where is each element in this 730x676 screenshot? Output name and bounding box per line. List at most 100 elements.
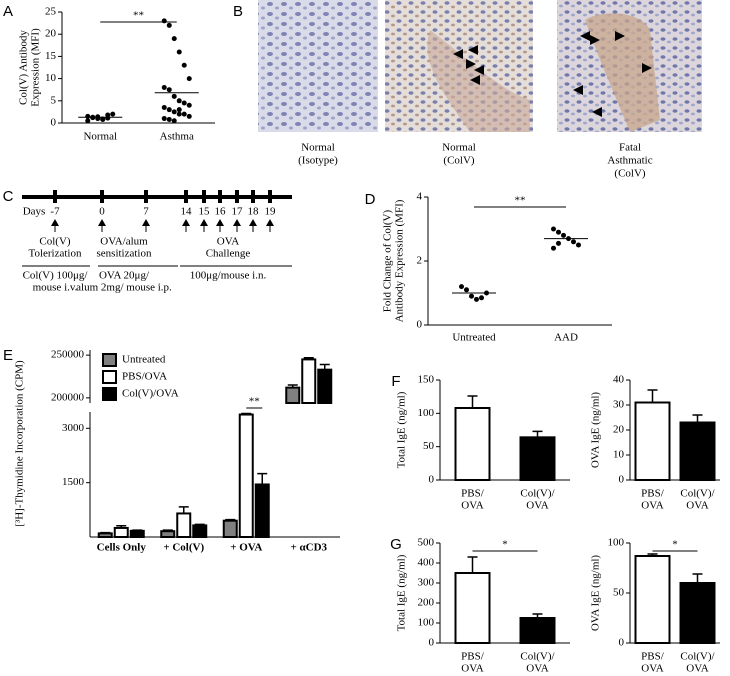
day-tick	[218, 190, 222, 203]
arrow-head	[233, 219, 241, 226]
image-caption: Normal	[442, 142, 476, 154]
error-bar	[467, 395, 478, 408]
day-tick	[144, 190, 148, 203]
arrow-head	[51, 219, 59, 226]
phase-name: OVA	[217, 236, 239, 248]
y-axis-label: Total IgE (ng/ml)	[396, 554, 408, 631]
data-point	[556, 240, 561, 246]
error-bar	[257, 472, 268, 485]
bar	[454, 572, 491, 644]
data-point	[479, 295, 484, 301]
y-tick-label: 400	[418, 557, 435, 569]
x-tick-label: OVA	[641, 500, 663, 512]
x-tick-label: Col(V)/	[680, 651, 715, 663]
data-point	[100, 116, 106, 122]
x-tick-label: + Col(V)	[163, 542, 204, 554]
image-caption: Fatal	[619, 142, 641, 154]
days-label: Days	[23, 206, 46, 218]
day-label: 15	[199, 206, 211, 218]
y-tick-label: 15	[45, 50, 57, 62]
data-point	[181, 111, 187, 117]
image-caption: Normal	[301, 142, 335, 154]
data-point	[166, 22, 172, 28]
y-tick-label: 0	[619, 637, 625, 649]
significance-label: **	[133, 10, 144, 22]
error-bar	[532, 430, 543, 438]
phase-name: sensitization	[97, 248, 152, 260]
panel-b-images	[258, 0, 702, 132]
x-tick-label: OVA	[461, 663, 483, 675]
arrow-head	[182, 219, 190, 226]
legend-label: Col(V)/OVA	[122, 388, 179, 400]
y-axis-label: [³H]-Thymidine Incorporation (CPM)	[14, 360, 26, 527]
x-tick-label: Cells Only	[97, 542, 147, 554]
image-caption: (Isotype)	[298, 155, 338, 167]
day-label: 19	[265, 206, 277, 218]
arrow-head	[216, 219, 224, 226]
x-tick-label: OVA	[526, 663, 548, 675]
day-label: -7	[50, 206, 60, 218]
x-tick-label: OVA	[686, 663, 708, 675]
data-point	[85, 118, 91, 124]
data-point	[556, 229, 561, 235]
data-point	[186, 102, 192, 108]
y-tick-label: 30	[613, 399, 625, 411]
phase-name: Col(V)	[39, 236, 71, 248]
significance-label: **	[249, 396, 260, 408]
y-tick-label: 20	[613, 424, 625, 436]
micrograph	[258, 0, 378, 132]
panel-label: B	[233, 3, 243, 20]
legend-label: PBS/OVA	[122, 371, 167, 383]
panel-label: C	[3, 188, 14, 205]
data-point	[166, 87, 172, 93]
day-label: 18	[248, 206, 260, 218]
bar	[113, 526, 129, 538]
phase-dose: Col(V) 100μg/	[23, 270, 89, 282]
data-point	[571, 239, 576, 245]
phase-dose: 100μg/mouse i.n.	[190, 270, 267, 282]
data-point	[171, 118, 177, 124]
bar	[519, 617, 556, 644]
error-bar	[647, 389, 658, 403]
data-point	[576, 242, 581, 248]
data-point	[551, 226, 556, 232]
data-point	[474, 296, 479, 302]
day-tick	[184, 190, 188, 203]
bar	[97, 532, 113, 539]
significance-label: *	[502, 539, 508, 551]
y-axis-label: OVA IgE (ng/ml)	[590, 392, 602, 469]
data-point	[161, 18, 167, 24]
y-tick-label: 300	[418, 577, 435, 589]
timeline	[22, 195, 292, 199]
x-tick-label: + OVA	[230, 542, 262, 554]
day-label: 0	[99, 206, 105, 218]
x-tick-label: PBS/	[641, 651, 665, 663]
bar	[238, 413, 254, 538]
y-tick-label: 0	[429, 637, 435, 649]
y-tick-label: 100	[418, 407, 435, 419]
y-tick-label: 10	[613, 449, 625, 461]
error-bar	[178, 506, 189, 514]
y-tick-label: 40	[613, 374, 625, 386]
data-point	[176, 49, 182, 55]
y-tick-label: 3000	[62, 422, 85, 434]
y-tick-label: 250000	[51, 349, 85, 361]
day-tick	[100, 190, 104, 203]
y-axis-label: Antibody Expression (MFI)	[394, 199, 406, 322]
data-point	[181, 62, 187, 68]
tissue-layer	[585, 13, 660, 132]
day-label: 16	[215, 206, 227, 218]
data-point	[105, 115, 111, 121]
y-axis-label: OVA IgE (ng/ml)	[590, 555, 602, 632]
x-tick-label: + αCD3	[290, 542, 327, 554]
bar	[317, 368, 333, 404]
image-caption: (ColV)	[614, 168, 646, 180]
legend-swatch	[102, 353, 117, 367]
day-tick	[251, 190, 255, 203]
arrow-head	[98, 219, 106, 226]
y-axis-label: Col(V) Antibody	[18, 30, 30, 105]
y-tick-label: 200	[418, 597, 435, 609]
x-tick-label: PBS/	[641, 488, 665, 500]
bar	[634, 401, 671, 481]
y-tick-label: 5	[51, 94, 57, 106]
